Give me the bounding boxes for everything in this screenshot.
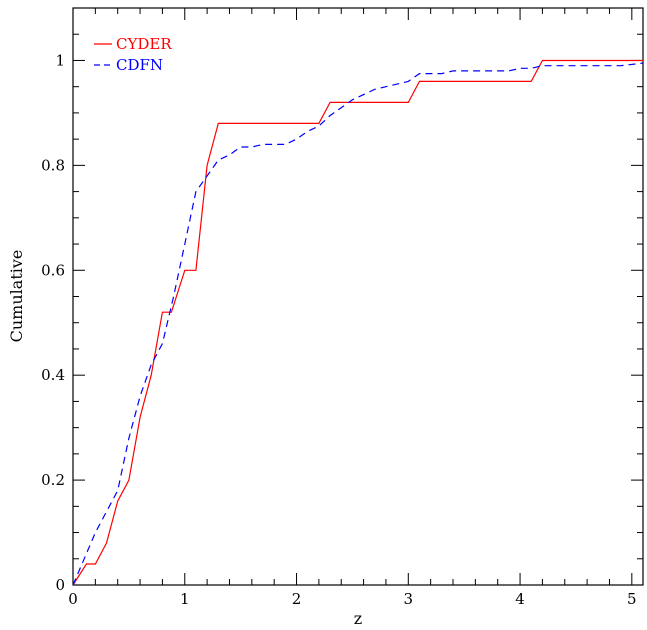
legend-label-cyder: CYDER <box>116 35 172 53</box>
series-line-cdfn <box>72 62 644 586</box>
x-tick-label: 0 <box>68 590 78 608</box>
y-axis-label: Cumulative <box>7 250 26 343</box>
x-tick-label: 2 <box>292 590 302 608</box>
tick-labels: 0 1 2 3 4 5 0 0.2 0.4 0.6 0.8 1 <box>41 51 636 608</box>
x-tick-label: 4 <box>515 590 525 608</box>
x-tick-label: 3 <box>404 590 414 608</box>
y-tick-label: 0.2 <box>41 471 65 489</box>
y-tick-label: 0.8 <box>41 156 65 174</box>
x-axis-label: z <box>354 609 362 628</box>
legend-label-cdfn: CDFN <box>116 56 163 74</box>
y-tick-label: 0 <box>55 576 65 594</box>
x-tick-label: 1 <box>180 590 190 608</box>
x-tick-label: 5 <box>627 590 637 608</box>
legend: CYDER CDFN <box>94 35 172 74</box>
plot-frame <box>72 7 644 586</box>
series-layer <box>72 59 644 586</box>
y-tick-label: 1 <box>55 51 65 69</box>
y-tick-label: 0.6 <box>41 261 65 279</box>
series-line-cyder <box>72 59 643 586</box>
y-tick-label: 0.4 <box>41 366 65 384</box>
major-ticks <box>72 8 643 586</box>
minor-ticks <box>73 7 643 585</box>
